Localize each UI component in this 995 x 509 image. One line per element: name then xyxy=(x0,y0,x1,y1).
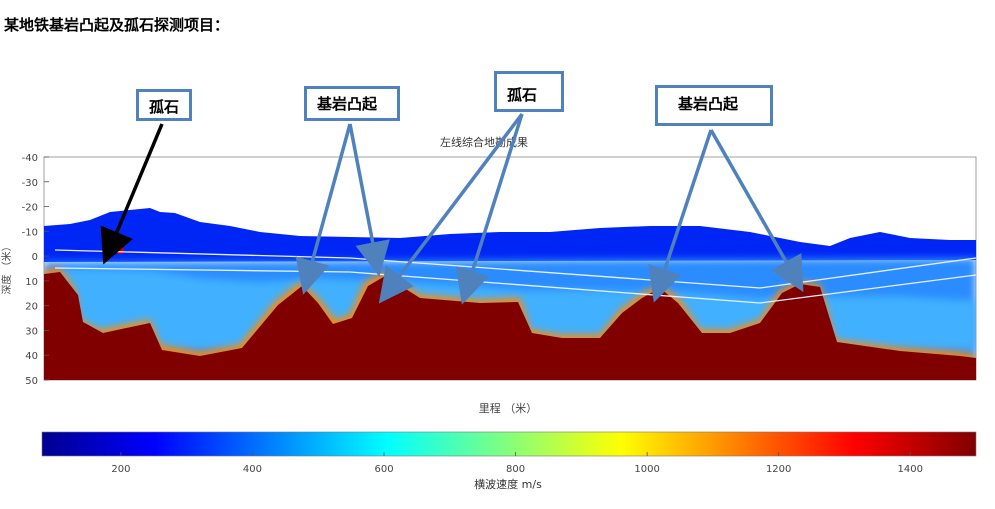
x-axis-label: 里程 （米） xyxy=(479,402,538,415)
arrow-boulder-2a xyxy=(378,112,524,304)
colorbar-tick-label: 800 xyxy=(506,464,525,475)
colorbar-tick-label: 1200 xyxy=(766,464,791,475)
colorbar-tick-label: 1400 xyxy=(897,464,922,475)
colorbar-tick-label: 200 xyxy=(111,464,130,475)
y-tick-label: -20 xyxy=(22,203,38,214)
y-tick-label: 50 xyxy=(25,376,38,387)
y-tick-label: 30 xyxy=(25,326,38,337)
arrow-boulder-1 xyxy=(100,123,164,265)
colorbar-ticks: 200 400 600 800 1000 1200 1400 xyxy=(111,452,923,475)
callout-boulder-2: 孤石 xyxy=(494,71,564,112)
colorbar-tick-label: 400 xyxy=(243,464,262,475)
y-tick-label: 20 xyxy=(25,302,38,313)
chart-title: 左线综合地勘成果 xyxy=(440,136,528,149)
y-tick-label: -10 xyxy=(22,227,38,238)
y-tick-label: 10 xyxy=(25,277,38,288)
colorbar-tick-label: 1000 xyxy=(634,464,659,475)
callout-boulder-1: 孤石 xyxy=(136,89,192,121)
callout-bedrock-1: 基岩凸起 xyxy=(304,86,400,121)
velocity-section xyxy=(44,208,976,380)
arrow-bedrock-1a xyxy=(295,123,352,295)
colorbar-tick-label: 600 xyxy=(374,464,393,475)
arrow-bedrock-2a xyxy=(648,129,713,303)
colorbar-label: 横波速度 m/s xyxy=(474,477,542,491)
y-tick-label: 40 xyxy=(25,351,38,362)
page-heading: 某地铁基岩凸起及孤石探测项目： xyxy=(4,16,230,34)
arrow-bedrock-1b xyxy=(348,123,390,277)
y-tick-label: -40 xyxy=(22,153,38,164)
callout-bedrock-2: 基岩凸起 xyxy=(655,85,773,126)
y-axis-label: 深度 （米） xyxy=(0,241,13,294)
colorbar xyxy=(41,431,977,457)
arrow-boulder-2b xyxy=(455,113,524,305)
arrow-bedrock-2b xyxy=(709,129,804,293)
y-tick-label: 0 xyxy=(32,252,38,263)
y-tick-label: -30 xyxy=(22,178,38,189)
y-axis: -40 -30 -20 -10 0 10 20 30 40 50 xyxy=(22,153,49,387)
